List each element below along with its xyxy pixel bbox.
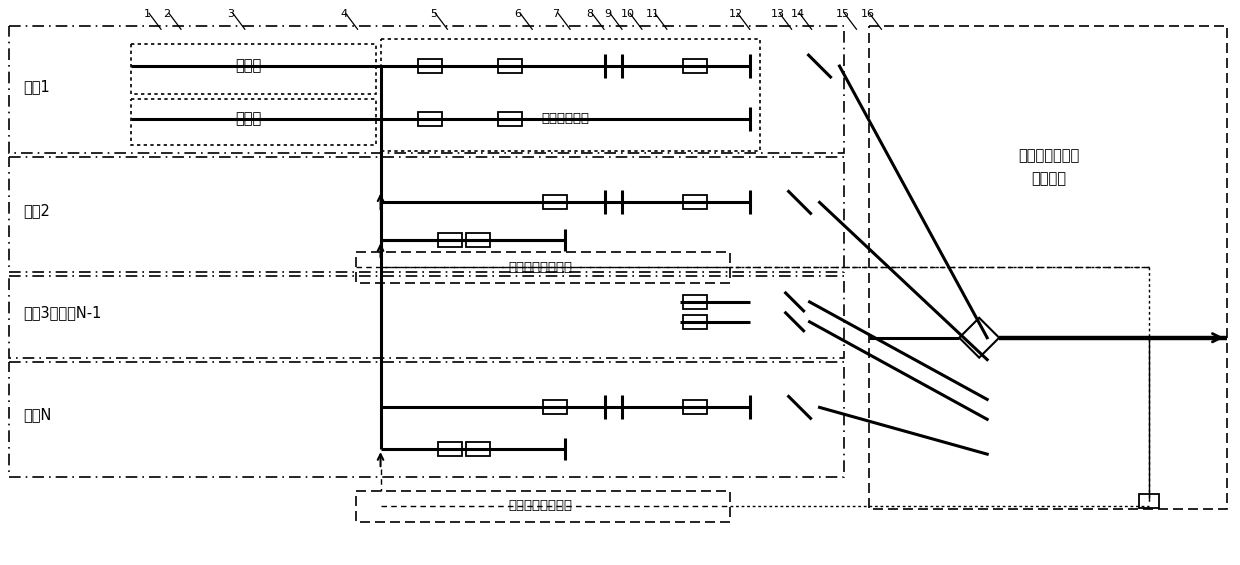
Bar bbox=[498, 59, 522, 73]
Bar bbox=[466, 233, 490, 247]
Text: 3: 3 bbox=[227, 10, 234, 19]
Text: 16: 16 bbox=[861, 10, 874, 19]
Text: 12: 12 bbox=[729, 10, 743, 19]
Text: 子束2: 子束2 bbox=[24, 203, 50, 218]
Bar bbox=[683, 295, 707, 309]
Text: 5: 5 bbox=[430, 10, 436, 19]
Text: 子束3至子束N-1: 子束3至子束N-1 bbox=[24, 305, 102, 320]
Bar bbox=[498, 112, 522, 126]
Text: 8: 8 bbox=[587, 10, 594, 19]
Text: 1: 1 bbox=[144, 10, 150, 19]
Bar bbox=[439, 233, 463, 247]
Text: 14: 14 bbox=[791, 10, 805, 19]
Text: 9: 9 bbox=[604, 10, 611, 19]
Text: 子束1: 子束1 bbox=[24, 80, 50, 94]
Text: 主动相位控制模块: 主动相位控制模块 bbox=[508, 260, 572, 273]
Bar bbox=[683, 401, 707, 414]
Text: 光参量放大器: 光参量放大器 bbox=[541, 112, 589, 125]
Bar bbox=[439, 442, 463, 456]
Text: 子束N: 子束N bbox=[24, 407, 52, 422]
Text: 4: 4 bbox=[340, 10, 347, 19]
Text: 11: 11 bbox=[646, 10, 660, 19]
Bar bbox=[683, 59, 707, 73]
Bar bbox=[683, 195, 707, 210]
Text: 13: 13 bbox=[770, 10, 785, 19]
Bar bbox=[418, 112, 443, 126]
Bar bbox=[466, 442, 490, 456]
Text: 种子源: 种子源 bbox=[236, 111, 262, 127]
Bar bbox=[543, 401, 567, 414]
Text: 泵浦源: 泵浦源 bbox=[236, 59, 262, 73]
Bar bbox=[543, 195, 567, 210]
Text: 7: 7 bbox=[553, 10, 559, 19]
Bar bbox=[683, 315, 707, 329]
Text: 主动相位控制模块: 主动相位控制模块 bbox=[508, 499, 572, 512]
Text: 合束与光电探测: 合束与光电探测 bbox=[1018, 148, 1080, 163]
Text: 15: 15 bbox=[836, 10, 849, 19]
Bar bbox=[1138, 494, 1159, 508]
Bar bbox=[418, 59, 443, 73]
Text: 反馈模块: 反馈模块 bbox=[1032, 171, 1066, 186]
Text: 2: 2 bbox=[164, 10, 171, 19]
Text: 10: 10 bbox=[621, 10, 635, 19]
Text: 6: 6 bbox=[515, 10, 522, 19]
